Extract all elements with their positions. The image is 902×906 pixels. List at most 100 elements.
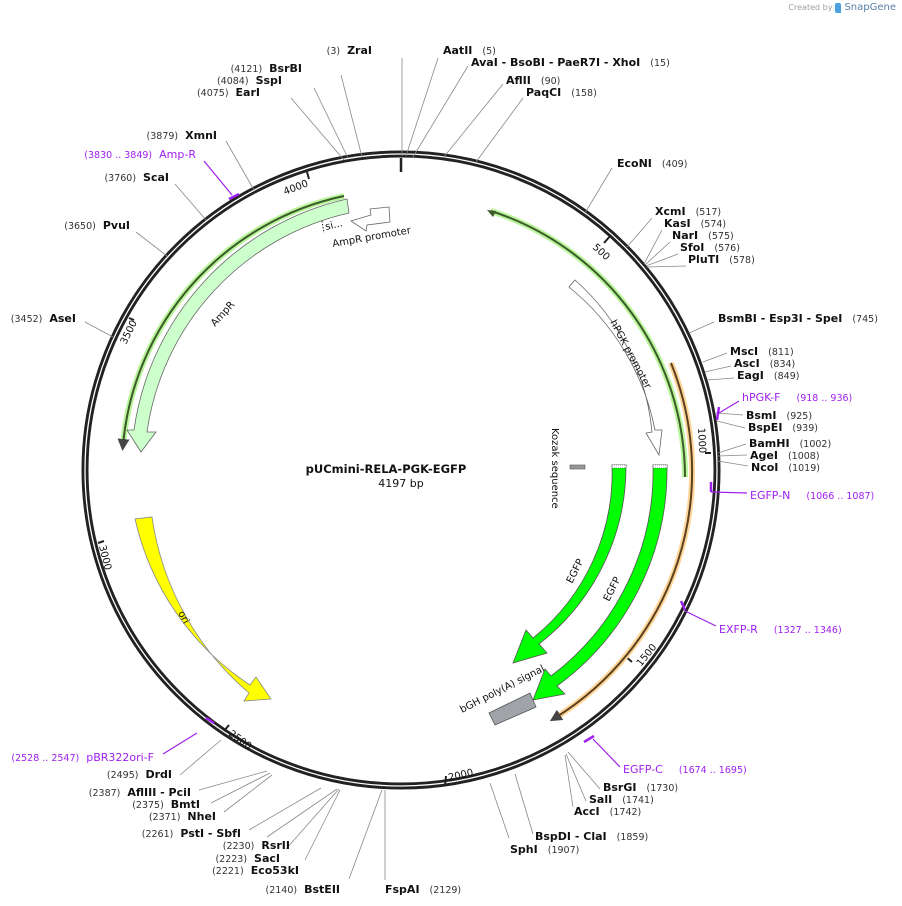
- ampr-direction-arc: [117, 193, 345, 451]
- restriction-site[interactable]: BsmBI - Esp3I - SpeI (745): [718, 312, 878, 325]
- restriction-site[interactable]: SalI (1741): [589, 793, 654, 806]
- primer-name: EXFP-R: [719, 623, 758, 636]
- site-position: (90): [541, 76, 561, 87]
- svg-text:(2375)BmtI: (2375) BmtI: [132, 798, 200, 811]
- site-position: (1730): [646, 783, 678, 794]
- restriction-site[interactable]: SphI (1907): [510, 843, 579, 856]
- restriction-site[interactable]: EcoNI (409): [617, 157, 687, 170]
- site-name: BsrBI: [269, 62, 302, 75]
- site-position: (1741): [622, 795, 654, 806]
- restriction-site[interactable]: (3452) AseI: [11, 312, 76, 325]
- primer-binding-site[interactable]: EXFP-R (1327 .. 1346): [719, 623, 842, 636]
- svg-text:BsrGI(1730): BsrGI (1730): [603, 781, 678, 794]
- restriction-site[interactable]: EagI (849): [737, 369, 799, 382]
- svg-text:hPGK-F(918 .. 936): hPGK-F (918 .. 936): [742, 391, 852, 404]
- svg-text:(3760)ScaI: (3760) ScaI: [104, 171, 169, 184]
- restriction-site[interactable]: NcoI (1019): [751, 461, 820, 474]
- svg-text:AgeI(1008): AgeI (1008): [750, 449, 820, 462]
- restriction-site[interactable]: SfoI (576): [680, 241, 740, 254]
- restriction-site[interactable]: AvaI - BsoBI - PaeR7I - XhoI (15): [471, 56, 670, 69]
- site-name: ScaI: [143, 171, 169, 184]
- restriction-site[interactable]: (4121) BsrBI: [231, 62, 302, 75]
- svg-text:AscI(834): AscI (834): [734, 357, 795, 370]
- restriction-site[interactable]: (2223) SacI: [215, 852, 280, 865]
- primer-binding-site[interactable]: hPGK-F (918 .. 936): [742, 391, 852, 404]
- primer-name: Amp-R: [159, 148, 196, 161]
- restriction-site[interactable]: BamHI (1002): [749, 437, 831, 450]
- restriction-site[interactable]: AatII (5): [443, 44, 496, 57]
- restriction-site[interactable]: (2375) BmtI: [132, 798, 200, 811]
- site-name: PluTI: [688, 253, 719, 266]
- position-ticks: [97, 171, 711, 787]
- restriction-site[interactable]: AflII (90): [506, 74, 560, 87]
- kozak-label: Kozak sequence: [549, 428, 560, 509]
- primer-position: (918 .. 936): [796, 393, 852, 404]
- restriction-site[interactable]: (2221) Eco53kI: [212, 864, 299, 877]
- restriction-site[interactable]: (3760) ScaI: [104, 171, 169, 184]
- svg-text:(3)ZraI: (3) ZraI: [327, 44, 372, 57]
- restriction-site[interactable]: BspEI (939): [748, 421, 818, 434]
- svg-text:(2261)PstI - SbfI: (2261) PstI - SbfI: [142, 827, 241, 840]
- restriction-site[interactable]: AccI (1742): [574, 805, 641, 818]
- svg-text:(4121)BsrBI: (4121) BsrBI: [231, 62, 302, 75]
- restriction-site[interactable]: (2387) AflIII - PciI: [89, 786, 191, 799]
- restriction-site[interactable]: AscI (834): [734, 357, 795, 370]
- snapgene-credit: Created by SnapGene: [788, 2, 896, 13]
- restriction-site[interactable]: (2261) PstI - SbfI: [142, 827, 241, 840]
- feature-kozak[interactable]: Kozak sequence: [549, 428, 586, 509]
- feature-bgh-polya[interactable]: bGH poly(A) signal: [458, 663, 547, 726]
- svg-text:1000: 1000: [695, 428, 707, 454]
- restriction-site[interactable]: BsrGI (1730): [603, 781, 678, 794]
- restriction-site[interactable]: PaqCI (158): [526, 86, 597, 99]
- site-name: RsrII: [261, 839, 290, 852]
- primer-binding-site[interactable]: (3830 .. 3849) Amp-R: [84, 148, 196, 161]
- svg-text:(2230)RsrII: (2230) RsrII: [223, 839, 290, 852]
- svg-text:PluTI(578): PluTI (578): [688, 253, 755, 266]
- feature-ori[interactable]: ori: [134, 516, 272, 702]
- svg-text:BsmBI - Esp3I - SpeI(745): BsmBI - Esp3I - SpeI (745): [718, 312, 878, 325]
- restriction-site[interactable]: FspAI (2129): [385, 883, 461, 896]
- svg-text:XcmI(517): XcmI (517): [655, 205, 721, 218]
- restriction-site[interactable]: BsmI (925): [746, 409, 812, 422]
- credit-prefix: Created by: [788, 3, 833, 12]
- restriction-site[interactable]: (2230) RsrII: [223, 839, 290, 852]
- ori-label: ori: [175, 609, 191, 626]
- site-position: (849): [774, 371, 800, 382]
- restriction-site[interactable]: XcmI (517): [655, 205, 721, 218]
- restriction-site[interactable]: (2371) NheI: [149, 810, 216, 823]
- svg-text:SalI(1741): SalI (1741): [589, 793, 654, 806]
- restriction-site[interactable]: (3879) XmnI: [147, 129, 217, 142]
- restriction-site[interactable]: KasI (574): [664, 217, 726, 230]
- restriction-site[interactable]: (3650) PvuI: [64, 219, 130, 232]
- site-position: (2223): [215, 854, 247, 865]
- site-name: NarI: [672, 229, 698, 242]
- restriction-site[interactable]: PluTI (578): [688, 253, 755, 266]
- site-position: (15): [650, 58, 670, 69]
- restriction-site[interactable]: (2140) BstEII: [266, 883, 340, 896]
- restriction-site[interactable]: (3) ZraI: [327, 44, 372, 57]
- feature-signal[interactable]: si...: [321, 218, 344, 234]
- site-position: (3452): [11, 314, 43, 325]
- site-name: AscI: [734, 357, 760, 370]
- primer-name: EGFP-C: [623, 763, 663, 776]
- snapgene-logo-icon: [835, 2, 842, 13]
- restriction-site[interactable]: AgeI (1008): [750, 449, 820, 462]
- restriction-site[interactable]: (4075) EarI: [197, 86, 260, 99]
- primer-binding-site[interactable]: EGFP-N (1066 .. 1087): [750, 489, 874, 502]
- svg-text:AccI(1742): AccI (1742): [574, 805, 641, 818]
- svg-text:EGFP-C(1674 .. 1695): EGFP-C (1674 .. 1695): [623, 763, 747, 776]
- ampr-label: AmpR: [209, 299, 237, 329]
- feature-hpgk-promoter[interactable]: hPGK promoter: [568, 279, 663, 457]
- site-position: (2129): [430, 885, 462, 896]
- restriction-site[interactable]: NarI (575): [672, 229, 734, 242]
- site-name: PstI - SbfI: [180, 827, 241, 840]
- restriction-site[interactable]: MscI (811): [730, 345, 794, 358]
- restriction-site[interactable]: (2495) DrdI: [107, 768, 172, 781]
- restriction-site[interactable]: BspDI - ClaI (1859): [535, 830, 648, 843]
- restriction-site[interactable]: (4084) SspI: [217, 74, 282, 87]
- primer-binding-site[interactable]: EGFP-C (1674 .. 1695): [623, 763, 747, 776]
- svg-text:NcoI(1019): NcoI (1019): [751, 461, 820, 474]
- site-position: (575): [708, 231, 734, 242]
- primer-binding-site[interactable]: (2528 .. 2547) pBR322ori-F: [11, 751, 154, 764]
